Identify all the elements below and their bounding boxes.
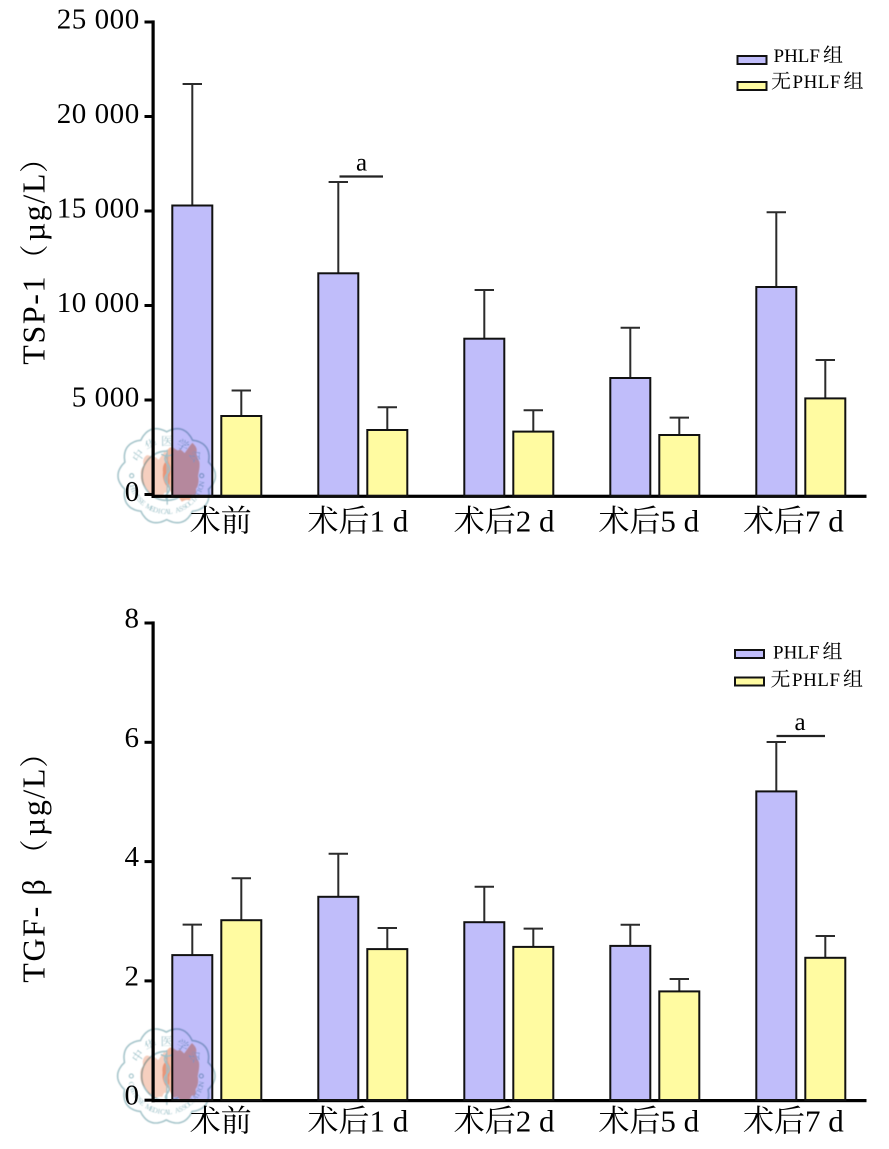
svg-text:I: I bbox=[130, 488, 139, 494]
svg-text:1 d: 1 d bbox=[370, 504, 409, 539]
svg-text:M: M bbox=[144, 1103, 154, 1113]
svg-text:E: E bbox=[133, 1094, 142, 1103]
svg-text:O: O bbox=[183, 1101, 192, 1111]
svg-text:TGF-: TGF- bbox=[16, 905, 52, 983]
svg-text:6: 6 bbox=[125, 722, 140, 754]
svg-text:TSP-1: TSP-1 bbox=[16, 275, 52, 365]
svg-text:I: I bbox=[189, 1096, 197, 1104]
svg-text:0: 0 bbox=[125, 476, 140, 508]
svg-text:C: C bbox=[186, 1098, 195, 1107]
svg-text:L: L bbox=[167, 1108, 172, 1116]
svg-text:a: a bbox=[794, 709, 805, 736]
svg-text:2: 2 bbox=[125, 960, 140, 992]
svg-text:C: C bbox=[186, 498, 195, 507]
svg-text:D: D bbox=[152, 1106, 159, 1115]
svg-text:E: E bbox=[148, 1105, 156, 1114]
svg-text:T: T bbox=[193, 490, 202, 498]
svg-text:O: O bbox=[183, 501, 192, 511]
svg-text:D: D bbox=[152, 506, 159, 515]
svg-text:PHLF: PHLF bbox=[774, 46, 820, 67]
svg-text:A: A bbox=[191, 1093, 201, 1103]
svg-text:E: E bbox=[138, 498, 147, 507]
svg-text:A: A bbox=[164, 508, 170, 516]
svg-text:µg/L: µg/L bbox=[16, 767, 52, 836]
svg-text:a: a bbox=[356, 150, 367, 177]
svg-text:A: A bbox=[191, 492, 201, 502]
svg-text:5 d: 5 d bbox=[660, 504, 699, 539]
svg-text:C: C bbox=[127, 1081, 136, 1088]
svg-text:PHLF: PHLF bbox=[792, 670, 840, 691]
svg-text:I: I bbox=[195, 1088, 204, 1094]
svg-text:5 000: 5 000 bbox=[72, 382, 140, 414]
svg-text:µg/L: µg/L bbox=[16, 172, 52, 241]
svg-text:20 000: 20 000 bbox=[57, 98, 140, 130]
svg-text:7 d: 7 d bbox=[805, 1104, 844, 1139]
svg-text:I: I bbox=[190, 496, 198, 504]
svg-text:15 000: 15 000 bbox=[57, 193, 140, 225]
svg-text:1 d: 1 d bbox=[370, 1104, 409, 1139]
svg-text:S: S bbox=[181, 503, 188, 512]
svg-text:S: S bbox=[180, 1103, 187, 1112]
svg-text:A: A bbox=[174, 505, 182, 514]
svg-text:I: I bbox=[196, 488, 205, 494]
svg-text:E: E bbox=[148, 504, 156, 513]
svg-text:O: O bbox=[196, 484, 205, 492]
svg-text:N: N bbox=[130, 1090, 140, 1099]
svg-text:2 d: 2 d bbox=[516, 504, 555, 539]
svg-text:L: L bbox=[168, 508, 173, 516]
svg-text:C: C bbox=[160, 1108, 166, 1116]
svg-text:PHLF: PHLF bbox=[793, 72, 841, 93]
svg-text:E: E bbox=[138, 1099, 147, 1108]
svg-text:H: H bbox=[128, 484, 137, 492]
svg-text:C: C bbox=[127, 481, 136, 488]
svg-text:S: S bbox=[178, 505, 185, 514]
svg-text:N: N bbox=[131, 490, 141, 499]
svg-text:S: S bbox=[136, 496, 145, 504]
svg-text:β: β bbox=[16, 879, 52, 895]
svg-text:25 000: 25 000 bbox=[57, 4, 140, 36]
svg-text:H: H bbox=[127, 1084, 136, 1092]
svg-text:S: S bbox=[177, 1105, 184, 1114]
svg-text:S: S bbox=[135, 1096, 144, 1104]
svg-text:8: 8 bbox=[125, 603, 140, 635]
svg-text:N: N bbox=[197, 1080, 206, 1088]
svg-text:N: N bbox=[198, 480, 207, 488]
svg-text:I: I bbox=[157, 1107, 162, 1115]
svg-text:E: E bbox=[133, 493, 142, 502]
svg-text:I: I bbox=[157, 507, 162, 515]
svg-text:10 000: 10 000 bbox=[57, 287, 140, 319]
svg-text:A: A bbox=[164, 1108, 170, 1116]
svg-text:0: 0 bbox=[125, 1080, 140, 1112]
svg-text:7 d: 7 d bbox=[805, 504, 844, 539]
svg-text:T: T bbox=[193, 1090, 202, 1098]
svg-text:O: O bbox=[196, 1084, 205, 1092]
svg-text:5 d: 5 d bbox=[660, 1104, 699, 1139]
svg-text:4: 4 bbox=[125, 841, 140, 873]
svg-text:C: C bbox=[160, 508, 166, 516]
svg-text:M: M bbox=[144, 502, 154, 512]
svg-text:PHLF: PHLF bbox=[773, 643, 819, 664]
svg-text:2 d: 2 d bbox=[516, 1104, 555, 1139]
svg-text:A: A bbox=[174, 1106, 182, 1115]
svg-text:I: I bbox=[129, 1088, 138, 1094]
